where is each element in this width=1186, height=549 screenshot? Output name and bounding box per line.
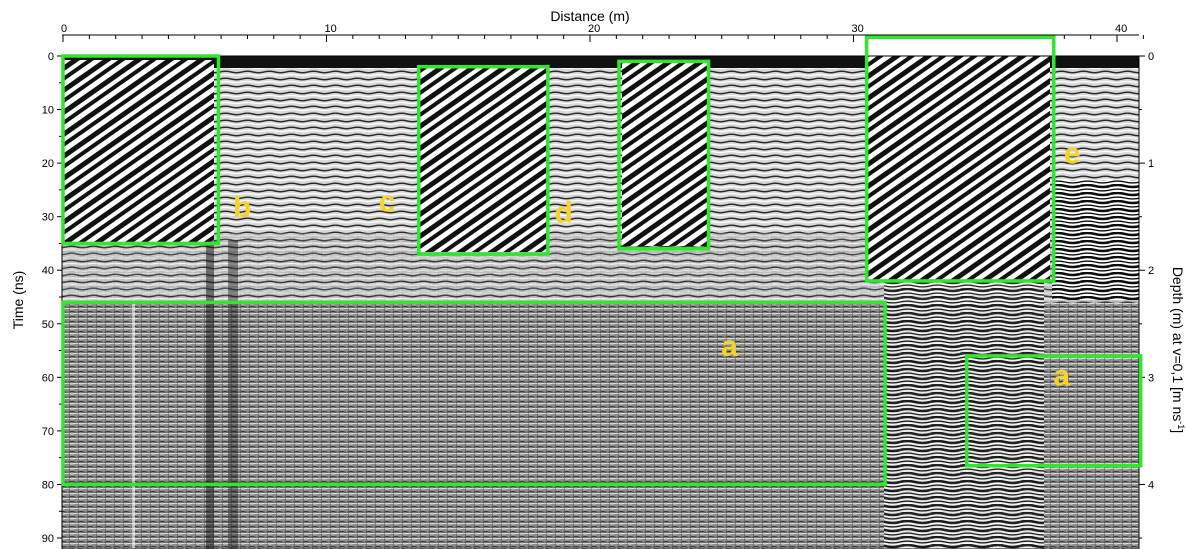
annotation-label-a: a [1053,360,1070,393]
lower-right-strong-zone [884,280,1044,549]
x-tick-label: 0 [61,23,67,35]
annotation-label-a: a [721,330,738,363]
depth-tick-label: 3 [1148,372,1154,384]
annotation-box [864,35,1056,283]
annotation-boxes: b c d e a a [61,35,1143,487]
y-tick-label: 60 [42,372,54,384]
depth-axis-title: Depth (m) at v=0,1 [m ns-1] [1170,267,1186,433]
depth-tick-label: 1 [1148,158,1154,170]
y-tick-label: 30 [42,212,54,224]
anomaly-zone-d [622,60,708,246]
x-tick-label: 20 [588,23,600,35]
x-axis-title: Distance (m) [550,8,629,24]
annotation-label-e: e [1064,137,1081,170]
annotation-label-c: c [379,186,396,219]
trace-column-3 [132,300,135,549]
depth-tick-label: 0 [1148,51,1154,63]
anomaly-zone-c [420,66,548,252]
y-tick-label: 70 [42,426,54,438]
x-tick-label: 10 [325,23,337,35]
x-axis-ticks: 0 10 20 30 40 [61,23,1144,42]
y-tick-label: 50 [42,319,54,331]
annotation-box [416,64,550,256]
y-tick-label: 40 [42,265,54,277]
annotation-label-d: d [554,196,572,229]
trace-column-1 [206,240,214,549]
annotation-label-b: b [233,191,251,224]
trace-column-2 [228,240,238,549]
x-tick-label: 40 [1115,23,1127,35]
radargram-image [62,56,1139,549]
depth-axis-title-main: Depth (m) at v=0,1 [m ns [1170,267,1186,421]
depth-tick-label: 2 [1148,265,1154,277]
anomaly-zone-e [866,56,1050,280]
y-tick-label: 80 [42,479,54,491]
annotation-box [61,300,887,487]
right-strong-reflections [1052,180,1139,300]
depth-axis-title-sup: -1 [1176,421,1186,429]
y-axis-title: Time (ns) [10,271,26,330]
y-tick-label: 20 [42,158,54,170]
y-tick-label: 10 [42,105,54,117]
annotation-box [617,59,711,251]
y-tick-label: 90 [42,533,54,545]
y-tick-label: 0 [48,51,54,63]
depth-axis-title-close: ] [1170,429,1186,433]
annotation-box [61,54,221,246]
y-axis-ticks: 0 10 20 30 40 50 60 70 80 90 [42,51,62,545]
depth-tick-label: 4 [1148,479,1154,491]
x-tick-label: 30 [852,23,864,35]
anomaly-zone-1 [64,60,214,242]
annotation-box [965,354,1143,468]
